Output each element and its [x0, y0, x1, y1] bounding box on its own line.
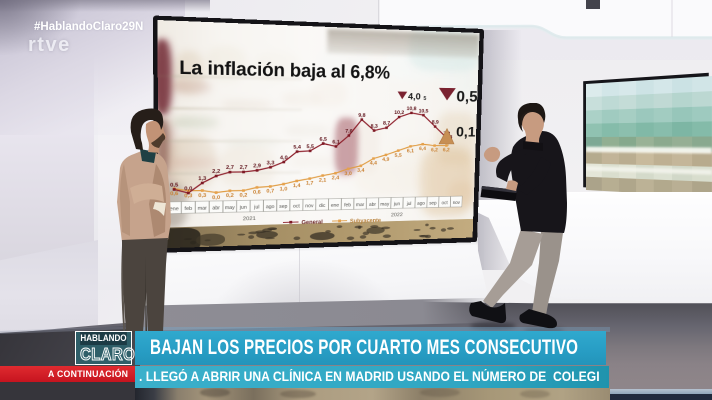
svg-text:2,4: 2,4 — [332, 176, 340, 181]
svg-text:6,4: 6,4 — [419, 147, 427, 152]
svg-text:0,7: 0,7 — [266, 189, 274, 194]
svg-text:7,3: 7,3 — [443, 132, 451, 137]
svg-text:6,1: 6,1 — [332, 140, 340, 145]
svg-text:6,2: 6,2 — [443, 148, 451, 153]
svg-text:4,0: 4,0 — [408, 92, 421, 102]
svg-text:0,0: 0,0 — [212, 195, 221, 200]
svg-text:Subyacente: Subyacente — [350, 218, 381, 225]
svg-text:5,5: 5,5 — [306, 145, 314, 150]
svg-text:7,6: 7,6 — [345, 129, 353, 134]
svg-text:8,3: 8,3 — [371, 124, 379, 129]
svg-text:0,3: 0,3 — [198, 193, 207, 198]
svg-text:2,7: 2,7 — [226, 166, 235, 171]
svg-text:8,7: 8,7 — [383, 121, 391, 126]
svg-text:jul: jul — [253, 205, 259, 210]
svg-text:4,9: 4,9 — [382, 158, 390, 163]
svg-text:ago: ago — [266, 204, 275, 209]
svg-text:4,0: 4,0 — [280, 156, 288, 161]
svg-text:ene: ene — [170, 207, 179, 212]
svg-text:oct: oct — [442, 201, 449, 206]
svg-text:0,6: 0,6 — [170, 192, 179, 197]
svg-text:abr: abr — [369, 202, 376, 207]
svg-text:0,6: 0,6 — [253, 190, 261, 195]
svg-text:9,8: 9,8 — [358, 113, 366, 118]
svg-text:0,2: 0,2 — [239, 193, 247, 198]
svg-text:0,5: 0,5 — [170, 183, 179, 188]
svg-text:dic: dic — [319, 203, 326, 208]
svg-text:1,4: 1,4 — [293, 184, 301, 189]
svg-text:ago: ago — [417, 201, 425, 206]
svg-text:may: may — [225, 205, 235, 210]
svg-text:mar: mar — [356, 203, 365, 208]
svg-text:mar: mar — [198, 206, 207, 211]
svg-text:0,5: 0,5 — [456, 87, 478, 104]
svg-text:2022: 2022 — [391, 212, 403, 218]
svg-text:5,4: 5,4 — [293, 145, 301, 150]
svg-text:nov: nov — [305, 204, 313, 209]
svg-text:4,4: 4,4 — [370, 161, 378, 166]
svg-text:6,2: 6,2 — [431, 148, 439, 153]
svg-text:8,9: 8,9 — [432, 120, 440, 125]
svg-text:10,8: 10,8 — [407, 107, 418, 112]
svg-text:1,3: 1,3 — [198, 176, 207, 181]
svg-text:3,4: 3,4 — [357, 169, 365, 174]
svg-text:feb: feb — [185, 206, 193, 211]
svg-text:0,2: 0,2 — [226, 194, 235, 199]
svg-text:0,3: 0,3 — [184, 194, 193, 199]
svg-text:3,0: 3,0 — [344, 172, 352, 177]
svg-text:5: 5 — [423, 96, 427, 102]
svg-text:sep: sep — [279, 204, 287, 209]
svg-text:ene: ene — [331, 203, 339, 208]
svg-text:oct: oct — [293, 204, 300, 209]
svg-text:abr: abr — [212, 206, 220, 211]
svg-text:jun: jun — [239, 205, 247, 210]
svg-text:may: may — [380, 202, 389, 207]
svg-text:feb: feb — [344, 203, 351, 208]
svg-text:2,7: 2,7 — [240, 165, 249, 170]
svg-text:3,3: 3,3 — [267, 161, 275, 166]
svg-text:jul: jul — [406, 202, 412, 207]
svg-text:2,1: 2,1 — [319, 178, 327, 183]
svg-text:6,1: 6,1 — [407, 149, 415, 154]
svg-text:sep: sep — [429, 201, 437, 206]
svg-text:1,7: 1,7 — [306, 181, 314, 186]
svg-text:2,2: 2,2 — [212, 169, 221, 174]
svg-text:10,5: 10,5 — [419, 109, 429, 114]
svg-text:2,9: 2,9 — [253, 164, 261, 169]
svg-text:1,0: 1,0 — [280, 187, 288, 192]
svg-text:General: General — [301, 219, 323, 225]
svg-text:0,0: 0,0 — [184, 186, 193, 191]
svg-text:nov: nov — [453, 201, 461, 206]
svg-text:5,5: 5,5 — [395, 153, 403, 158]
svg-text:10,2: 10,2 — [394, 111, 405, 116]
svg-text:jun: jun — [393, 202, 400, 207]
svg-text:2021: 2021 — [243, 215, 256, 221]
svg-text:6,8: 6,8 — [445, 135, 453, 140]
svg-text:6,5: 6,5 — [319, 137, 327, 142]
